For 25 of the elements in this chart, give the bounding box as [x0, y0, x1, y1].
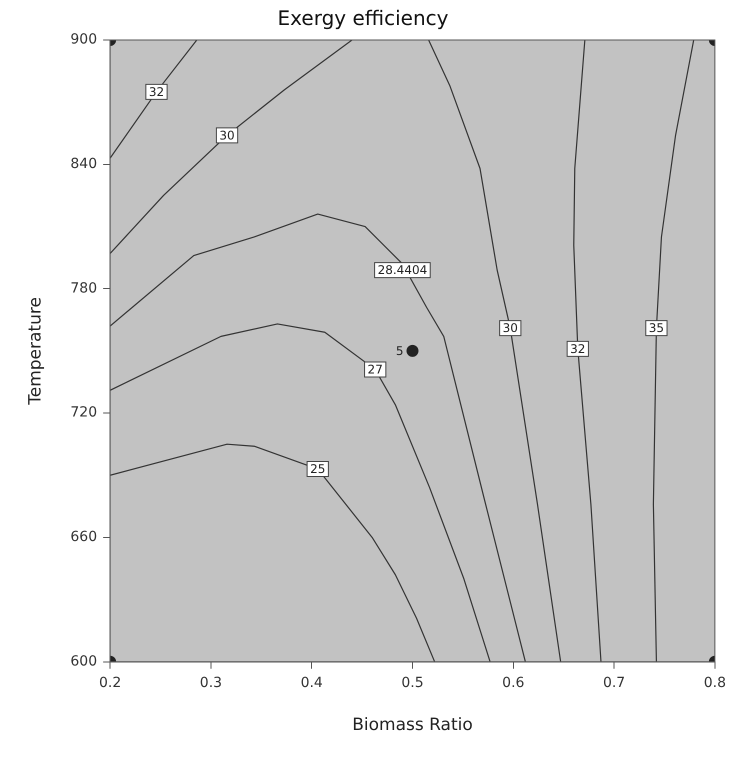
x-tick-label: 0.2	[98, 674, 122, 691]
y-tick-label: 840	[70, 156, 98, 172]
annotation: 25	[310, 462, 326, 476]
x-tick-label: 0.7	[602, 674, 626, 691]
annotation: 35	[648, 321, 664, 336]
y-tick-label: 660	[70, 529, 98, 546]
annotation: 30	[219, 128, 235, 142]
annotation: 32	[570, 342, 586, 356]
x-tick-label: 0.4	[300, 674, 323, 691]
y-tick-label: 780	[70, 280, 98, 296]
annotation: 27	[368, 362, 383, 377]
annotation: 28.4404	[378, 263, 428, 278]
annotation: 30	[502, 321, 518, 336]
annotation: 32	[148, 84, 164, 99]
y-axis-title: Temperature	[26, 297, 46, 406]
x-tick-label: 0.5	[401, 674, 424, 691]
annotation: 5	[396, 344, 404, 358]
y-tick-label: 720	[70, 404, 98, 421]
x-tick-label: 0.8	[704, 674, 726, 691]
x-tick-label: 0.3	[200, 674, 222, 691]
y-tick-label: 600	[70, 653, 98, 670]
x-tick-label: 0.6	[502, 674, 525, 691]
y-tick-label: 900	[70, 32, 98, 48]
x-axis-title: Biomass Ratio	[352, 715, 473, 736]
chart-title: Exergy efficiency	[278, 6, 449, 30]
